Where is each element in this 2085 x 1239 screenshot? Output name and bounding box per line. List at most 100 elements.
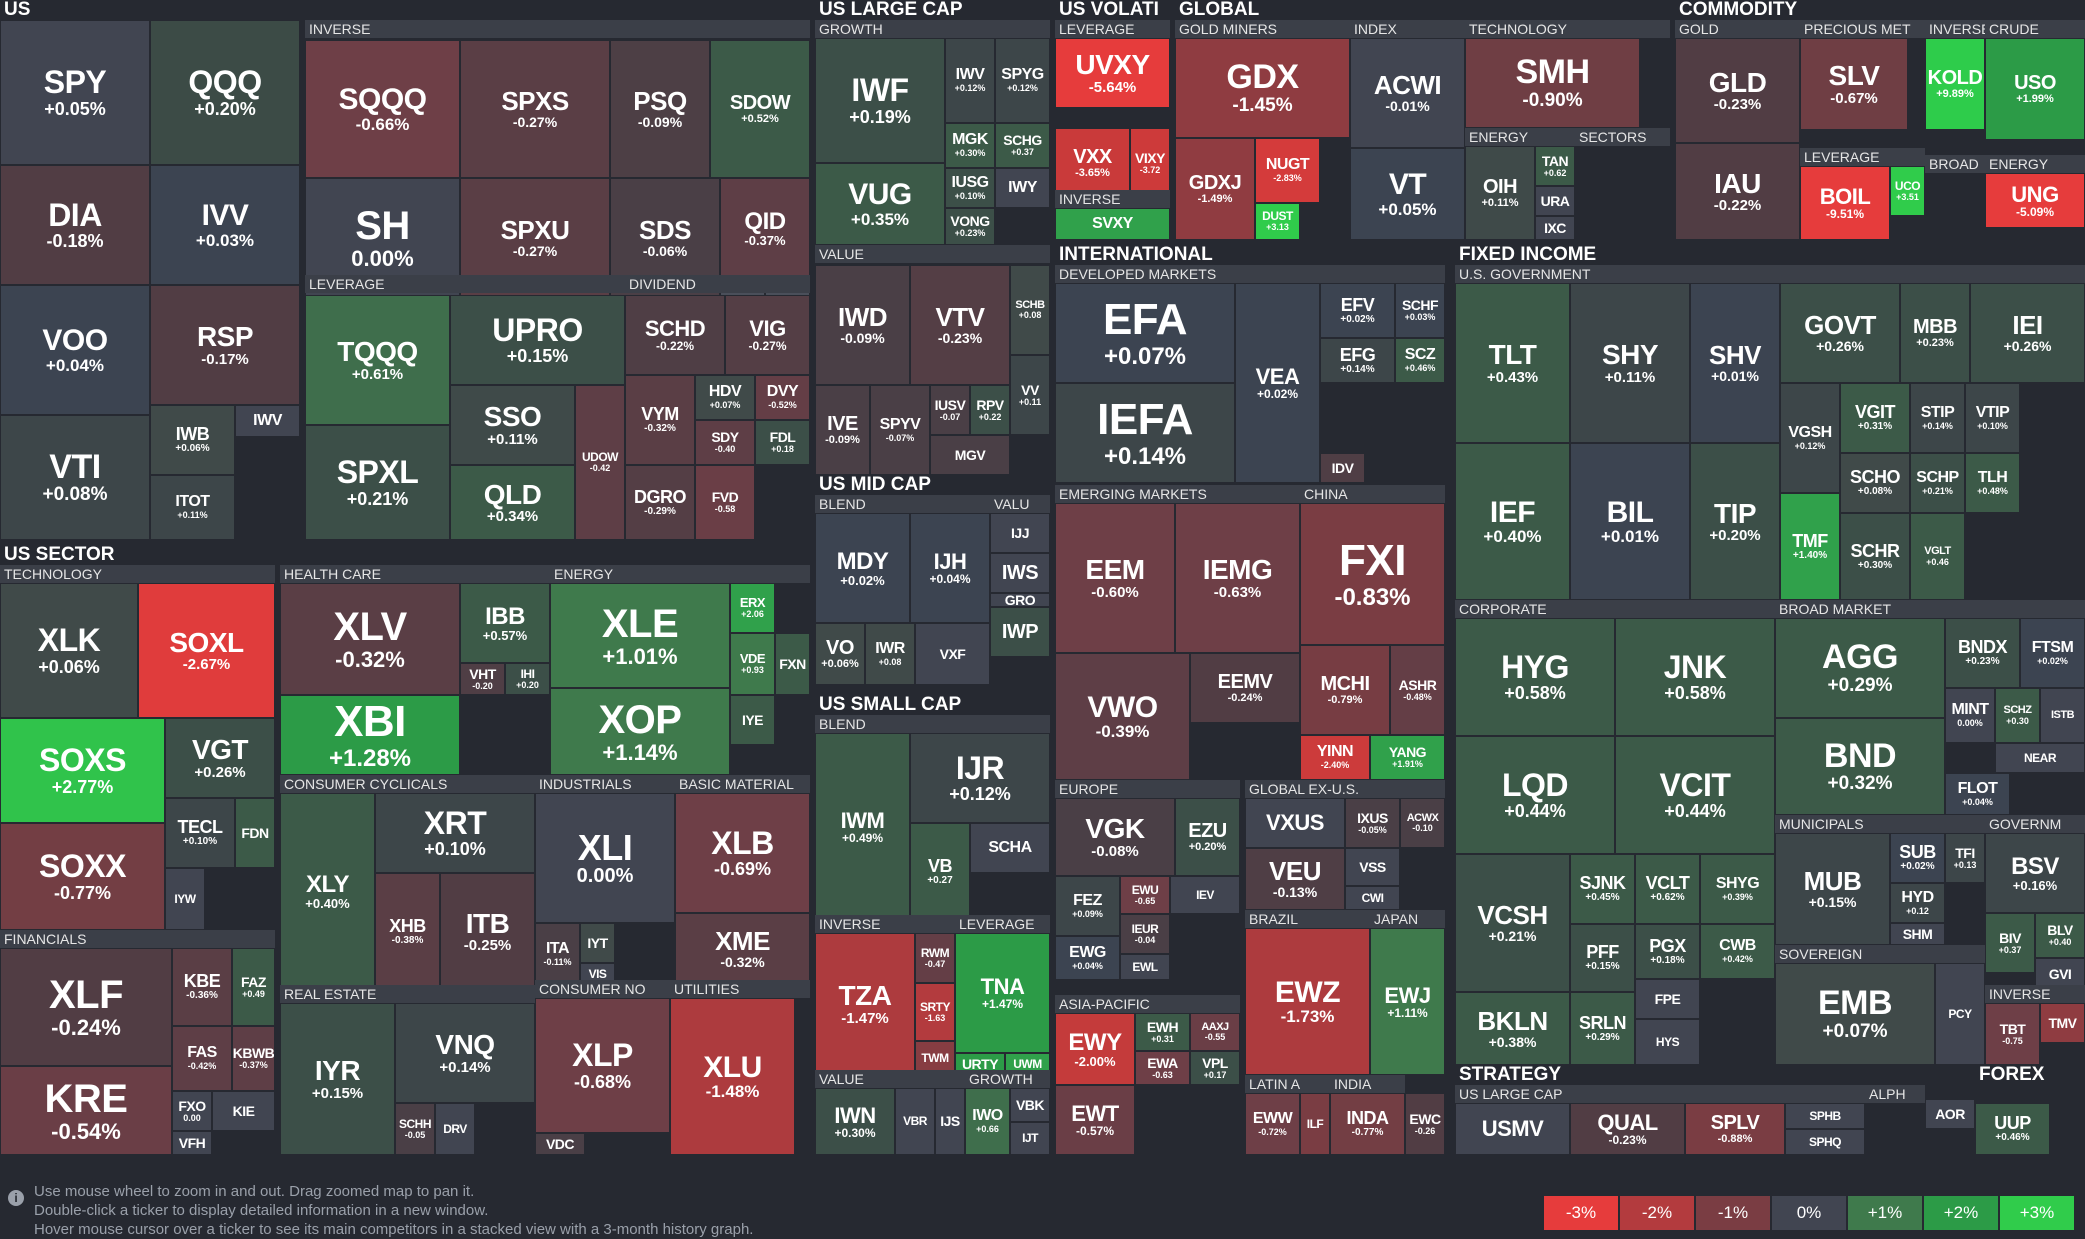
ticker-tile[interactable]: AAXJ -0.55: [1190, 1013, 1240, 1051]
ticker-tile[interactable]: EFV +0.02%: [1320, 283, 1395, 338]
ticker-tile[interactable]: XLU -1.48%: [670, 998, 795, 1155]
ticker-tile[interactable]: KBE -0.36%: [172, 948, 232, 1026]
ticker-tile[interactable]: VBK: [1010, 1088, 1050, 1122]
ticker-tile[interactable]: SPY +0.05%: [0, 20, 150, 165]
ticker-tile[interactable]: TNA +1.47%: [955, 933, 1050, 1053]
ticker-tile[interactable]: QLD +0.34%: [450, 465, 575, 540]
ticker-tile[interactable]: UNG -5.09%: [1985, 173, 2085, 228]
ticker-tile[interactable]: STIP +0.14%: [1910, 383, 1965, 453]
ticker-tile[interactable]: IWM +0.49%: [815, 733, 910, 920]
ticker-tile[interactable]: IJR +0.12%: [910, 733, 1050, 823]
ticker-tile[interactable]: BND +0.32%: [1775, 718, 1945, 815]
ticker-tile[interactable]: IWN +0.30%: [815, 1088, 895, 1155]
ticker-tile[interactable]: VBR: [895, 1088, 935, 1155]
ticker-tile[interactable]: NEAR: [1995, 743, 2085, 773]
ticker-tile[interactable]: SVXY: [1055, 208, 1170, 240]
ticker-tile[interactable]: FPE: [1635, 979, 1700, 1019]
ticker-tile[interactable]: VIG -0.27%: [725, 295, 810, 375]
ticker-tile[interactable]: IEFA +0.14%: [1055, 383, 1235, 483]
ticker-tile[interactable]: HYD +0.12: [1890, 883, 1945, 923]
ticker-tile[interactable]: VDC: [535, 1133, 585, 1155]
ticker-tile[interactable]: XLV -0.32%: [280, 583, 460, 695]
ticker-tile[interactable]: VNQ +0.14%: [395, 1003, 535, 1103]
ticker-tile[interactable]: RWM -0.47: [915, 933, 955, 983]
ticker-tile[interactable]: UCO +3.51: [1890, 166, 1925, 216]
ticker-tile[interactable]: USO +1.99%: [1985, 38, 2085, 140]
ticker-tile[interactable]: JNK +0.58%: [1615, 618, 1775, 736]
ticker-tile[interactable]: SCHP +0.21%: [1910, 453, 1965, 513]
ticker-tile[interactable]: EWA -0.63: [1135, 1051, 1190, 1085]
ticker-tile[interactable]: SDY -0.40: [695, 420, 755, 465]
ticker-tile[interactable]: TIP +0.20%: [1690, 443, 1780, 600]
ticker-tile[interactable]: VXX -3.65%: [1055, 128, 1130, 198]
ticker-tile[interactable]: TMF +1.40%: [1780, 493, 1840, 600]
ticker-tile[interactable]: DIA -0.18%: [0, 165, 150, 285]
ticker-tile[interactable]: XRT +0.10%: [375, 793, 535, 873]
ticker-tile[interactable]: SSO +0.11%: [450, 385, 575, 465]
ticker-tile[interactable]: VYM -0.32%: [625, 375, 695, 465]
ticker-tile[interactable]: ERX +2.06: [730, 583, 775, 633]
ticker-tile[interactable]: SRTY -1.63: [915, 983, 955, 1041]
ticker-tile[interactable]: SCHZ +0.30: [1995, 688, 2040, 743]
ticker-tile[interactable]: ACWX -0.10: [1400, 798, 1445, 848]
ticker-tile[interactable]: QQQ +0.20%: [150, 20, 300, 165]
ticker-tile[interactable]: SPXL +0.21%: [305, 425, 450, 540]
ticker-tile[interactable]: ITB -0.25%: [440, 873, 535, 990]
ticker-tile[interactable]: VV +0.11: [1010, 355, 1050, 435]
ticker-tile[interactable]: FTSM +0.02%: [2020, 618, 2085, 688]
ticker-tile[interactable]: IWS: [990, 553, 1050, 593]
ticker-tile[interactable]: BNDX +0.23%: [1945, 618, 2020, 688]
ticker-tile[interactable]: VCLT +0.62%: [1635, 854, 1700, 924]
ticker-tile[interactable]: SCHF +0.03%: [1395, 283, 1445, 338]
ticker-tile[interactable]: EWJ +1.11%: [1370, 928, 1445, 1075]
ticker-tile[interactable]: SOXS +2.77%: [0, 718, 165, 823]
ticker-tile[interactable]: IYE: [730, 695, 775, 745]
ticker-tile[interactable]: IHI +0.20: [505, 663, 550, 695]
ticker-tile[interactable]: SCHB +0.08: [1010, 265, 1050, 355]
ticker-tile[interactable]: GRO: [990, 593, 1050, 607]
ticker-tile[interactable]: XHB -0.38%: [375, 873, 440, 990]
ticker-tile[interactable]: VGIT +0.31%: [1840, 383, 1910, 453]
ticker-tile[interactable]: LQD +0.44%: [1455, 736, 1615, 854]
ticker-tile[interactable]: INDA -0.77%: [1330, 1093, 1405, 1155]
ticker-tile[interactable]: XME -0.32%: [675, 913, 810, 985]
ticker-tile[interactable]: ISTB: [2040, 688, 2085, 743]
ticker-tile[interactable]: EWG +0.04%: [1055, 936, 1120, 980]
ticker-tile[interactable]: IJJ: [990, 513, 1050, 553]
ticker-tile[interactable]: EWC -0.26: [1405, 1093, 1445, 1155]
ticker-tile[interactable]: IDV: [1320, 453, 1365, 483]
ticker-tile[interactable]: SUB +0.02%: [1890, 833, 1945, 883]
ticker-tile[interactable]: FAS -0.42%: [172, 1026, 232, 1091]
ticker-tile[interactable]: IEV: [1170, 876, 1240, 914]
ticker-tile[interactable]: VDE +0.93: [730, 633, 775, 695]
ticker-tile[interactable]: VGK -0.08%: [1055, 798, 1175, 876]
ticker-tile[interactable]: XLK +0.06%: [0, 583, 138, 718]
ticker-tile[interactable]: TLT +0.43%: [1455, 283, 1570, 443]
ticker-tile[interactable]: SMH -0.90%: [1465, 38, 1640, 128]
ticker-tile[interactable]: QUAL -0.23%: [1570, 1103, 1685, 1155]
ticker-tile[interactable]: SCHA: [970, 823, 1050, 873]
ticker-tile[interactable]: TECL +0.10%: [165, 798, 235, 868]
ticker-tile[interactable]: EWZ -1.73%: [1245, 928, 1370, 1075]
ticker-tile[interactable]: KIE: [212, 1091, 275, 1131]
ticker-tile[interactable]: IBB +0.57%: [460, 583, 550, 663]
ticker-tile[interactable]: ACWI -0.01%: [1350, 38, 1465, 148]
ticker-tile[interactable]: FAZ +0.49: [232, 948, 275, 1026]
ticker-tile[interactable]: IWO +0.66: [965, 1088, 1010, 1155]
ticker-tile[interactable]: IWB +0.06%: [150, 405, 235, 475]
ticker-tile[interactable]: FXO 0.00: [172, 1091, 212, 1131]
ticker-tile[interactable]: OIH +0.11%: [1465, 146, 1535, 240]
ticker-tile[interactable]: YINN -2.40%: [1300, 735, 1370, 780]
ticker-tile[interactable]: XLY +0.40%: [280, 793, 375, 990]
ticker-tile[interactable]: VTI +0.08%: [0, 415, 150, 540]
ticker-tile[interactable]: HYS: [1635, 1019, 1700, 1065]
ticker-tile[interactable]: VGT +0.26%: [165, 718, 275, 798]
ticker-tile[interactable]: SLV -0.67%: [1800, 38, 1908, 130]
ticker-tile[interactable]: XLI 0.00%: [535, 793, 675, 923]
ticker-tile[interactable]: SPHQ: [1785, 1129, 1865, 1155]
ticker-tile[interactable]: IVV +0.03%: [150, 165, 300, 285]
ticker-tile[interactable]: XOP +1.14%: [550, 688, 730, 775]
ticker-tile[interactable]: FLOT +0.04%: [1945, 773, 2010, 815]
ticker-tile[interactable]: SOXL -2.67%: [138, 583, 275, 718]
ticker-tile[interactable]: MDY +0.02%: [815, 513, 910, 623]
